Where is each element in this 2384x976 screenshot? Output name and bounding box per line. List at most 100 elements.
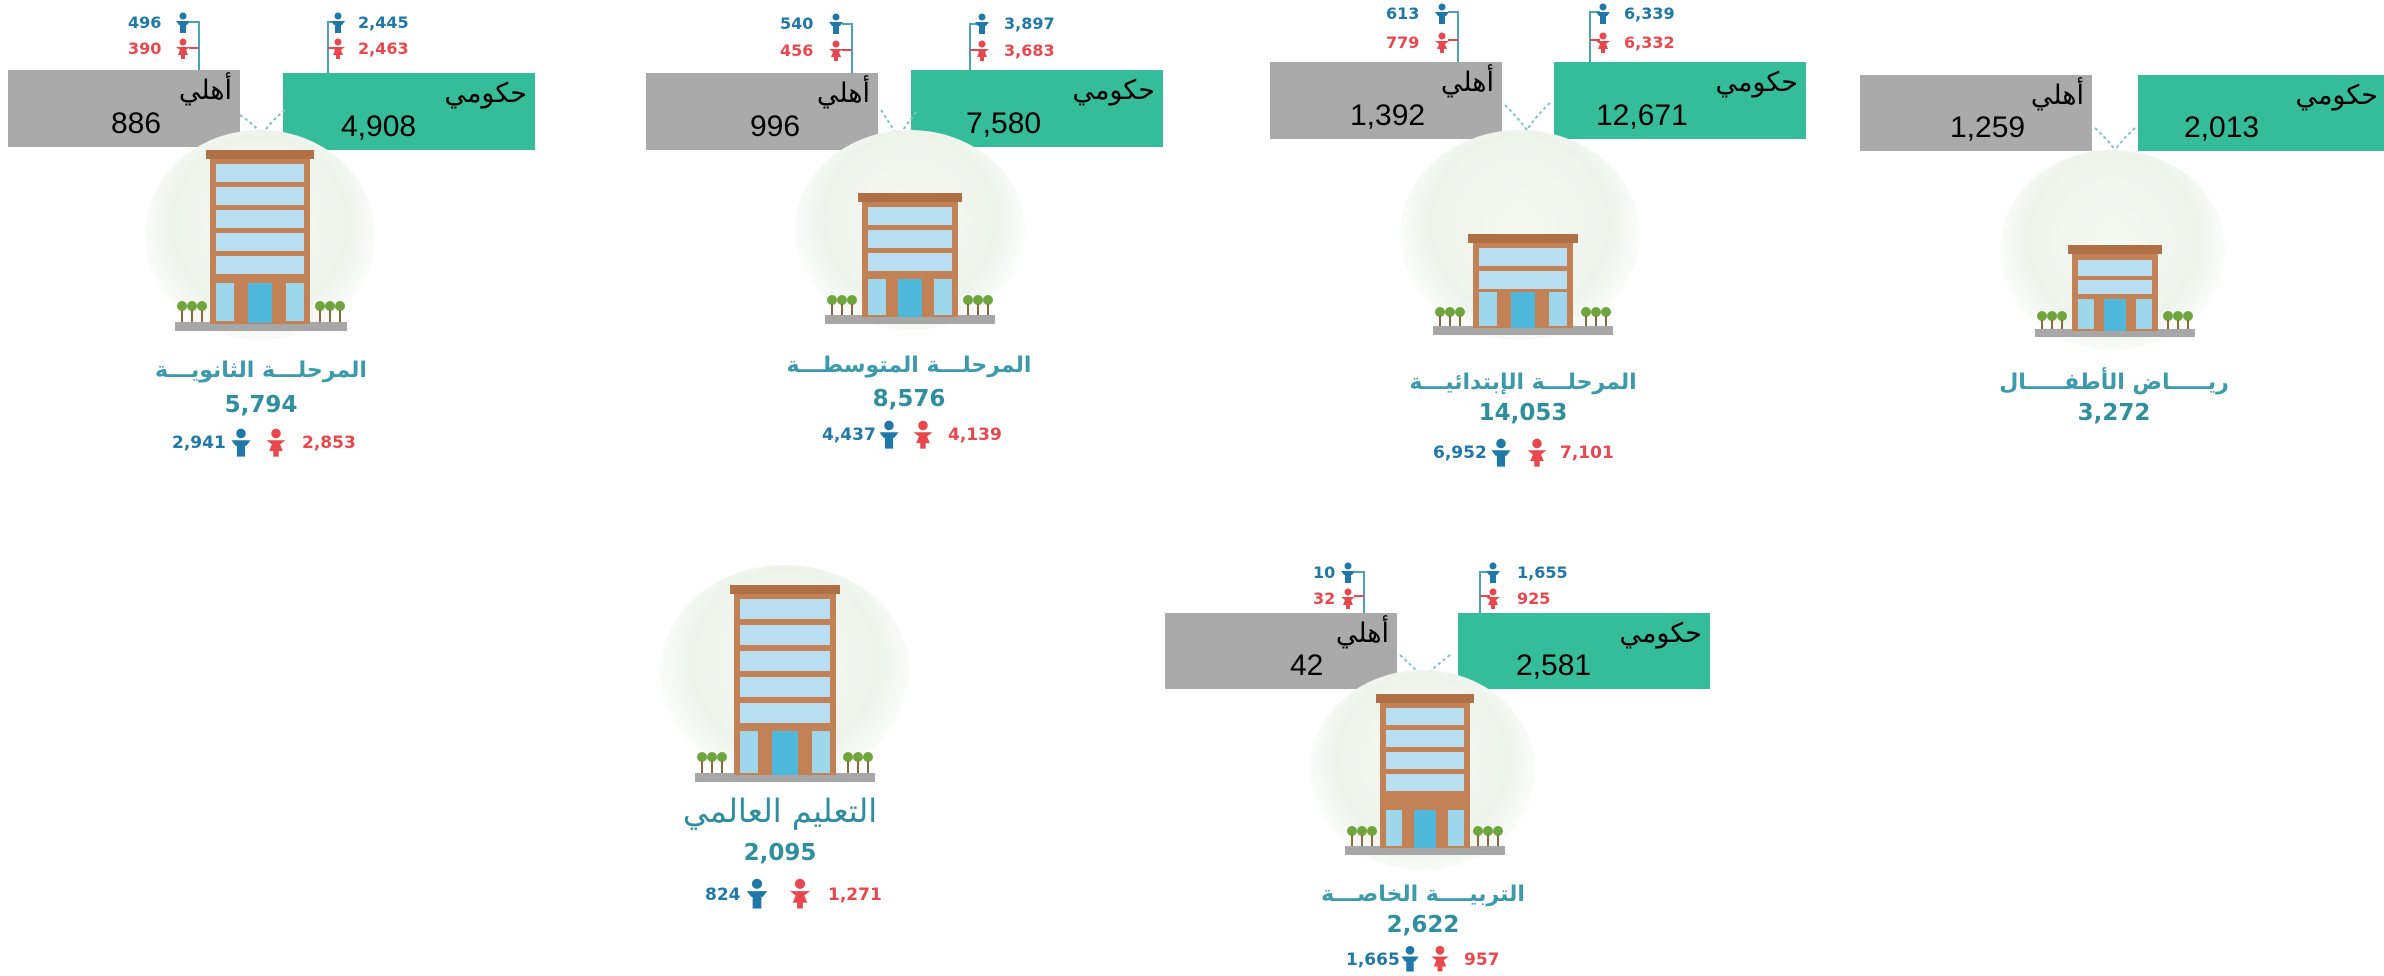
gov-total: 2,013 [2184, 111, 2260, 144]
male-count: 2,941 [172, 433, 226, 453]
gov-total: 4,908 [341, 110, 417, 143]
male-count: 1,665 [1346, 950, 1400, 970]
gov-box: حكومي 2,581 [1458, 613, 1710, 689]
private-label: أهلي [2030, 80, 2084, 110]
male-person-icon [1596, 3, 1610, 24]
male-count: 824 [705, 885, 741, 905]
private-female-count: 390 [128, 39, 162, 58]
private-total: 886 [111, 107, 162, 140]
female-person-icon [829, 40, 843, 61]
female-person-icon [975, 40, 989, 61]
private-label: أهلي [816, 78, 870, 108]
gov-box: حكومي 2,013 [2138, 75, 2384, 151]
female-person-icon [266, 428, 286, 457]
gov-box: حكومي 7,580 [911, 70, 1163, 147]
connector-dots [239, 109, 286, 153]
gov-box: حكومي 12,671 [1554, 62, 1806, 139]
gov-male-count: 3,897 [1004, 14, 1055, 33]
private-female-count: 779 [1386, 33, 1420, 52]
private-bracket [1354, 571, 1365, 622]
school-building-icon [2035, 245, 2195, 337]
connector-dots [1504, 102, 1551, 148]
male-person-icon [1401, 945, 1419, 972]
gov-total: 2,581 [1516, 649, 1592, 682]
gov-male-count: 6,339 [1624, 4, 1675, 23]
male-person-icon [829, 13, 843, 34]
stage-secondary: 496 390 2,445 2,463 أهلي 886 حكومي 4,908… [0, 0, 560, 480]
school-building-icon [695, 585, 875, 782]
gov-female-count: 925 [1517, 589, 1551, 608]
private-box: أهلي 886 [8, 70, 240, 147]
school-building-icon [825, 193, 995, 324]
female-person-icon [1341, 588, 1355, 609]
private-bracket [1448, 11, 1459, 64]
gov-female-count: 2,463 [358, 39, 409, 58]
stage-total: 14,053 [1478, 400, 1568, 426]
stage-total: 8,576 [872, 386, 946, 412]
private-female-count: 32 [1313, 589, 1336, 608]
stage-name: المرحلـــة المتوسطـــة [786, 353, 1032, 378]
school-building-icon [1433, 234, 1613, 335]
gov-box: حكومي 4,908 [283, 73, 535, 150]
female-count: 957 [1464, 950, 1500, 970]
gov-bracket [1479, 571, 1490, 622]
female-person-icon [1596, 32, 1610, 53]
stage-name: التعليم العالمي [682, 792, 878, 830]
male-person-icon [975, 13, 989, 34]
stage-international: التعليم العالمي 2,095 824 1,271 [620, 560, 1020, 940]
male-person-icon [1486, 562, 1500, 583]
stage-name: المرحلـــة الثانويـــة [155, 358, 367, 383]
stage-total: 5,794 [224, 392, 298, 418]
male-person-icon [879, 420, 899, 449]
female-count: 1,271 [828, 885, 882, 905]
private-male-count: 496 [128, 13, 162, 32]
private-box: أهلي 996 [646, 73, 878, 150]
private-label: أهلي [1335, 618, 1389, 648]
private-female-count: 456 [780, 41, 814, 60]
gov-label: حكومي [2295, 80, 2378, 110]
private-male-count: 613 [1386, 4, 1420, 23]
gov-female-count: 6,332 [1624, 33, 1675, 52]
gov-label: حكومي [1619, 618, 1702, 648]
male-person-icon [331, 12, 345, 33]
male-person-icon [176, 12, 190, 33]
private-total: 1,259 [1950, 111, 2026, 144]
gov-female-count: 3,683 [1004, 41, 1055, 60]
stage-intermediate: 540 456 3,897 3,683 أهلي 996 حكومي 7,580… [640, 0, 1200, 470]
private-box: أهلي 1,392 [1270, 62, 1502, 139]
private-bracket [189, 21, 200, 76]
female-person-icon [1527, 438, 1547, 467]
gov-label: حكومي [1715, 67, 1798, 97]
gov-total: 7,580 [966, 107, 1042, 140]
connector-dots [1399, 654, 1451, 694]
stage-name: المرحلـــة الإبتدائيـــة [1409, 370, 1637, 395]
gov-male-count: 2,445 [358, 13, 409, 32]
private-total: 1,392 [1350, 99, 1426, 132]
male-count: 6,952 [1433, 443, 1487, 463]
male-person-icon [746, 878, 768, 909]
female-person-icon [331, 38, 345, 59]
female-person-icon [913, 420, 933, 449]
private-male-count: 540 [780, 14, 814, 33]
stage-total: 2,622 [1386, 912, 1460, 938]
female-person-icon [1486, 588, 1500, 609]
school-building-icon [175, 150, 347, 331]
stage-name: ريـــــاض الأطفـــــال [1999, 370, 2229, 395]
private-label: أهلي [178, 75, 232, 105]
female-count: 7,101 [1560, 443, 1614, 463]
stage-special: 10 32 1,655 925 أهلي 42 حكومي 2,581 التر… [1160, 560, 1720, 976]
private-label: أهلي [1440, 67, 1494, 97]
stage-primary: 613 779 6,339 6,332 أهلي 1,392 حكومي 12,… [1260, 0, 1820, 480]
male-person-icon [1435, 3, 1449, 24]
male-person-icon [231, 428, 251, 457]
male-person-icon [1341, 562, 1355, 583]
gov-total: 12,671 [1596, 99, 1688, 132]
stage-total: 2,095 [743, 840, 817, 866]
female-count: 2,853 [302, 433, 356, 453]
gov-male-count: 1,655 [1517, 563, 1568, 582]
female-person-icon [789, 878, 811, 909]
stage-kindergarten: أهلي 1,259 حكومي 2,013 ريـــــاض الأطفــ… [1850, 0, 2384, 440]
female-person-icon [1435, 32, 1449, 53]
gov-label: حكومي [444, 78, 527, 108]
male-person-icon [1491, 438, 1511, 467]
